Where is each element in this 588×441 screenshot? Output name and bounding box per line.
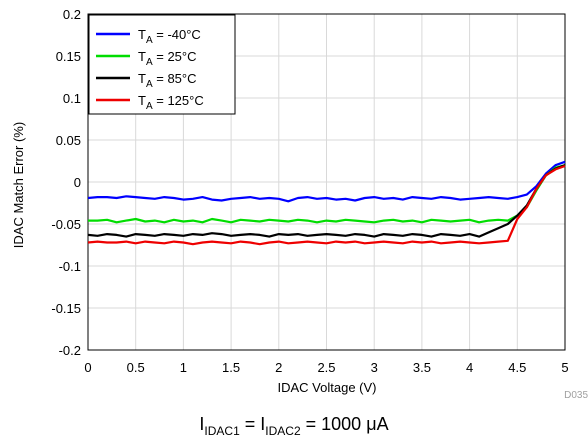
legend-label-0: TA = -40°C <box>138 27 201 46</box>
x-tick-label: 0.5 <box>127 360 145 375</box>
y-tick-label: 0.15 <box>56 49 81 64</box>
series-line-0 <box>87 160 566 203</box>
series-lines <box>87 160 566 246</box>
y-tick-label: -0.15 <box>51 301 81 316</box>
x-tick-label: 5 <box>561 360 568 375</box>
x-tick-label: 4 <box>466 360 473 375</box>
footer-value: = 1000 μA <box>301 414 389 434</box>
y-tick-label: 0.2 <box>63 7 81 22</box>
y-axis-label: IDAC Match Error (%) <box>11 122 26 248</box>
x-tick-label: 4.5 <box>508 360 526 375</box>
footer-current-1: I <box>199 414 204 434</box>
x-tick-label: 3 <box>371 360 378 375</box>
x-tick-label: 3.5 <box>413 360 431 375</box>
footer-sub-1: IDAC1 <box>204 424 240 438</box>
plot-frame <box>87 13 566 351</box>
y-tick-label: -0.05 <box>51 217 81 232</box>
series-line-1 <box>88 164 566 224</box>
footer-current-2: I <box>260 414 265 434</box>
series-line-3 <box>87 164 566 246</box>
y-axis-ticks: 0.2 0.15 0.1 0.05 0 -0.05 -0.1 -0.15 -0.2 <box>51 7 81 358</box>
footer-sub-2: IDAC2 <box>265 424 301 438</box>
y-tick-label: 0 <box>74 175 81 190</box>
x-axis-ticks: 0 0.5 1 1.5 2 2.5 3 3.5 4 4.5 5 <box>84 360 568 375</box>
x-tick-label: 1.5 <box>222 360 240 375</box>
legend-label-2: TA = 85°C <box>138 71 197 90</box>
x-tick-label: 1 <box>180 360 187 375</box>
x-tick-label: 2.5 <box>317 360 335 375</box>
footer-condition: IIDAC1 = IIDAC2 = 1000 μA <box>199 414 388 438</box>
x-tick-label: 2 <box>275 360 282 375</box>
legend-label-3: TA = 125°C <box>138 93 204 112</box>
y-tick-label: 0.05 <box>56 133 81 148</box>
x-tick-label: 0 <box>84 360 91 375</box>
y-tick-label: -0.1 <box>59 259 81 274</box>
y-tick-label: 0.1 <box>63 91 81 106</box>
legend: TA = -40°C TA = 25°C TA = 85°C TA = 125°C <box>88 14 236 115</box>
series-line-2 <box>87 164 566 238</box>
figure-id: D035 <box>564 390 588 401</box>
x-axis-label: IDAC Voltage (V) <box>278 380 377 395</box>
legend-box <box>88 14 236 115</box>
legend-label-1: TA = 25°C <box>138 49 197 68</box>
y-tick-label: -0.2 <box>59 343 81 358</box>
footer-equals-1: = <box>240 414 261 434</box>
